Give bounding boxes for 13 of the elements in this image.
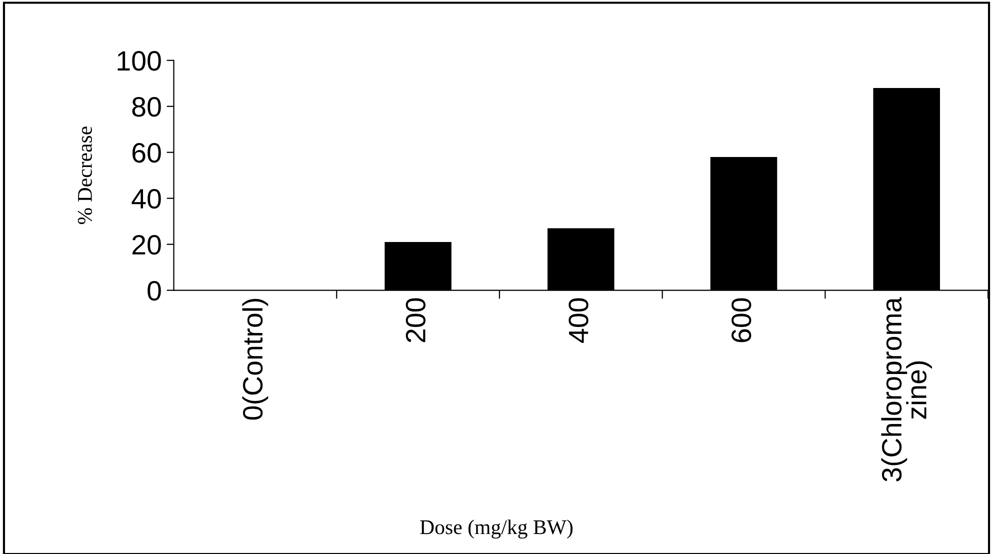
y-tick-label: 80 xyxy=(132,97,161,117)
x-tick-label: 3(Chloroproma zine) xyxy=(881,297,932,482)
y-tick-label: 0 xyxy=(148,280,161,301)
y-tick-label: 20 xyxy=(132,234,161,255)
y-axis-title: % Decrease xyxy=(78,126,92,224)
y-tick-label: 40 xyxy=(132,189,161,209)
x-tick-label: 0(Control) xyxy=(242,298,268,420)
y-tick-label: 60 xyxy=(132,143,161,163)
x-tick-label: 200 xyxy=(406,298,426,342)
x-tick-label: 400 xyxy=(568,298,588,343)
x-axis-title: Dose (mg/kg BW) xyxy=(420,520,573,539)
y-tick-label: 100 xyxy=(118,51,161,71)
x-tick-label: 600 xyxy=(732,298,752,342)
